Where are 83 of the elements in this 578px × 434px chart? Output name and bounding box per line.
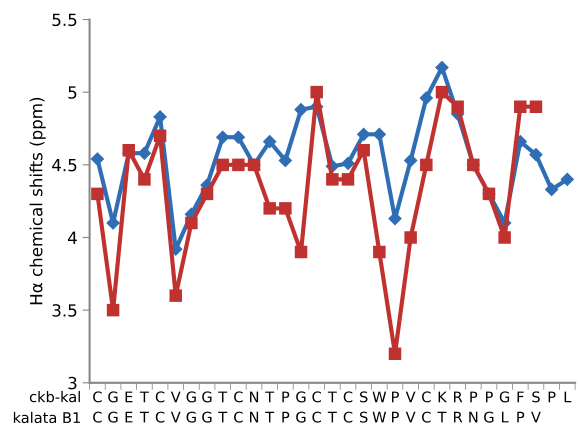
y-tick-label: 4 — [68, 232, 77, 244]
x-tick-label: G G — [296, 391, 306, 423]
point — [404, 231, 417, 244]
point — [91, 188, 104, 200]
x-tick-label: S S — [360, 391, 368, 423]
y-tick-label: 5 — [68, 86, 76, 99]
y-tick-label: 3 — [68, 376, 76, 390]
point — [420, 158, 433, 172]
x-tick-label: C C — [156, 391, 164, 423]
point — [106, 304, 120, 316]
x-tick-label: C C — [312, 391, 321, 423]
x-tick-label: F P — [517, 392, 524, 422]
y-tick-label: 3.5 — [52, 304, 76, 317]
x-tick-label: T T — [218, 392, 228, 422]
point — [404, 154, 418, 168]
point — [232, 130, 245, 144]
y-tick-label: 4.5 — [52, 159, 76, 172]
x-tick-label: G L — [500, 391, 510, 422]
x-tick-label: S V — [531, 391, 541, 422]
point — [154, 130, 166, 142]
x-tick-label: N N — [250, 392, 258, 422]
x-tick-label: G G — [186, 391, 196, 423]
point — [263, 202, 276, 215]
point — [357, 144, 370, 157]
point — [294, 103, 308, 116]
point — [451, 100, 464, 113]
point — [341, 156, 355, 170]
text: ckb-kal — [30, 391, 80, 402]
point — [436, 86, 448, 98]
point — [530, 100, 542, 113]
x-tick-label: P — [548, 392, 556, 402]
point — [153, 110, 167, 124]
point — [90, 152, 104, 166]
x-tick-label: C C — [234, 391, 243, 423]
x-tick-label: G G — [108, 391, 118, 423]
point — [435, 60, 449, 74]
point — [216, 158, 229, 172]
y-tick-label: 5.5 — [52, 14, 76, 26]
point — [529, 148, 543, 162]
point — [138, 173, 151, 186]
point — [372, 128, 386, 141]
y-axis-title: Hα chemical shifts (ppm) — [30, 98, 46, 304]
point — [357, 128, 370, 141]
x-tick-label: C C — [344, 391, 352, 423]
x-tick-label: P N — [469, 392, 478, 422]
point — [498, 231, 511, 244]
point — [216, 130, 230, 144]
x-tick-label: T T — [140, 392, 149, 422]
x-tick-label: G G — [202, 391, 212, 423]
point — [200, 188, 214, 200]
point — [373, 246, 386, 258]
point — [232, 158, 245, 172]
x-tick-label: P P — [282, 392, 290, 422]
x-tick-label: V V — [406, 392, 416, 422]
point — [294, 246, 308, 258]
point — [560, 172, 574, 186]
point — [138, 146, 151, 160]
x-tick-label: C C — [93, 391, 102, 423]
x-tick-label: W W — [372, 392, 386, 422]
point — [514, 100, 527, 113]
point — [185, 216, 198, 230]
point — [278, 154, 292, 168]
x-tick-label: R R — [454, 392, 462, 422]
point — [342, 173, 354, 186]
x-tick-label: T T — [265, 392, 274, 422]
x-tick-label: E E — [126, 392, 132, 422]
x-tick-label: K T — [437, 392, 448, 422]
x-tick-label: P G — [484, 392, 494, 423]
point — [420, 91, 433, 105]
point — [169, 289, 182, 302]
text: kalata B1 — [14, 412, 80, 424]
x-tick-label: L — [564, 392, 572, 402]
x-tick-label: C C — [422, 391, 431, 423]
x-tick-label: T T — [328, 392, 337, 422]
point — [388, 347, 402, 360]
point — [326, 173, 339, 186]
x-tick-label: V V — [170, 392, 181, 422]
point — [122, 144, 135, 157]
point — [263, 134, 276, 148]
point — [279, 202, 292, 215]
x-tick-label: P P — [392, 392, 399, 422]
point — [310, 86, 323, 98]
point — [545, 182, 558, 196]
